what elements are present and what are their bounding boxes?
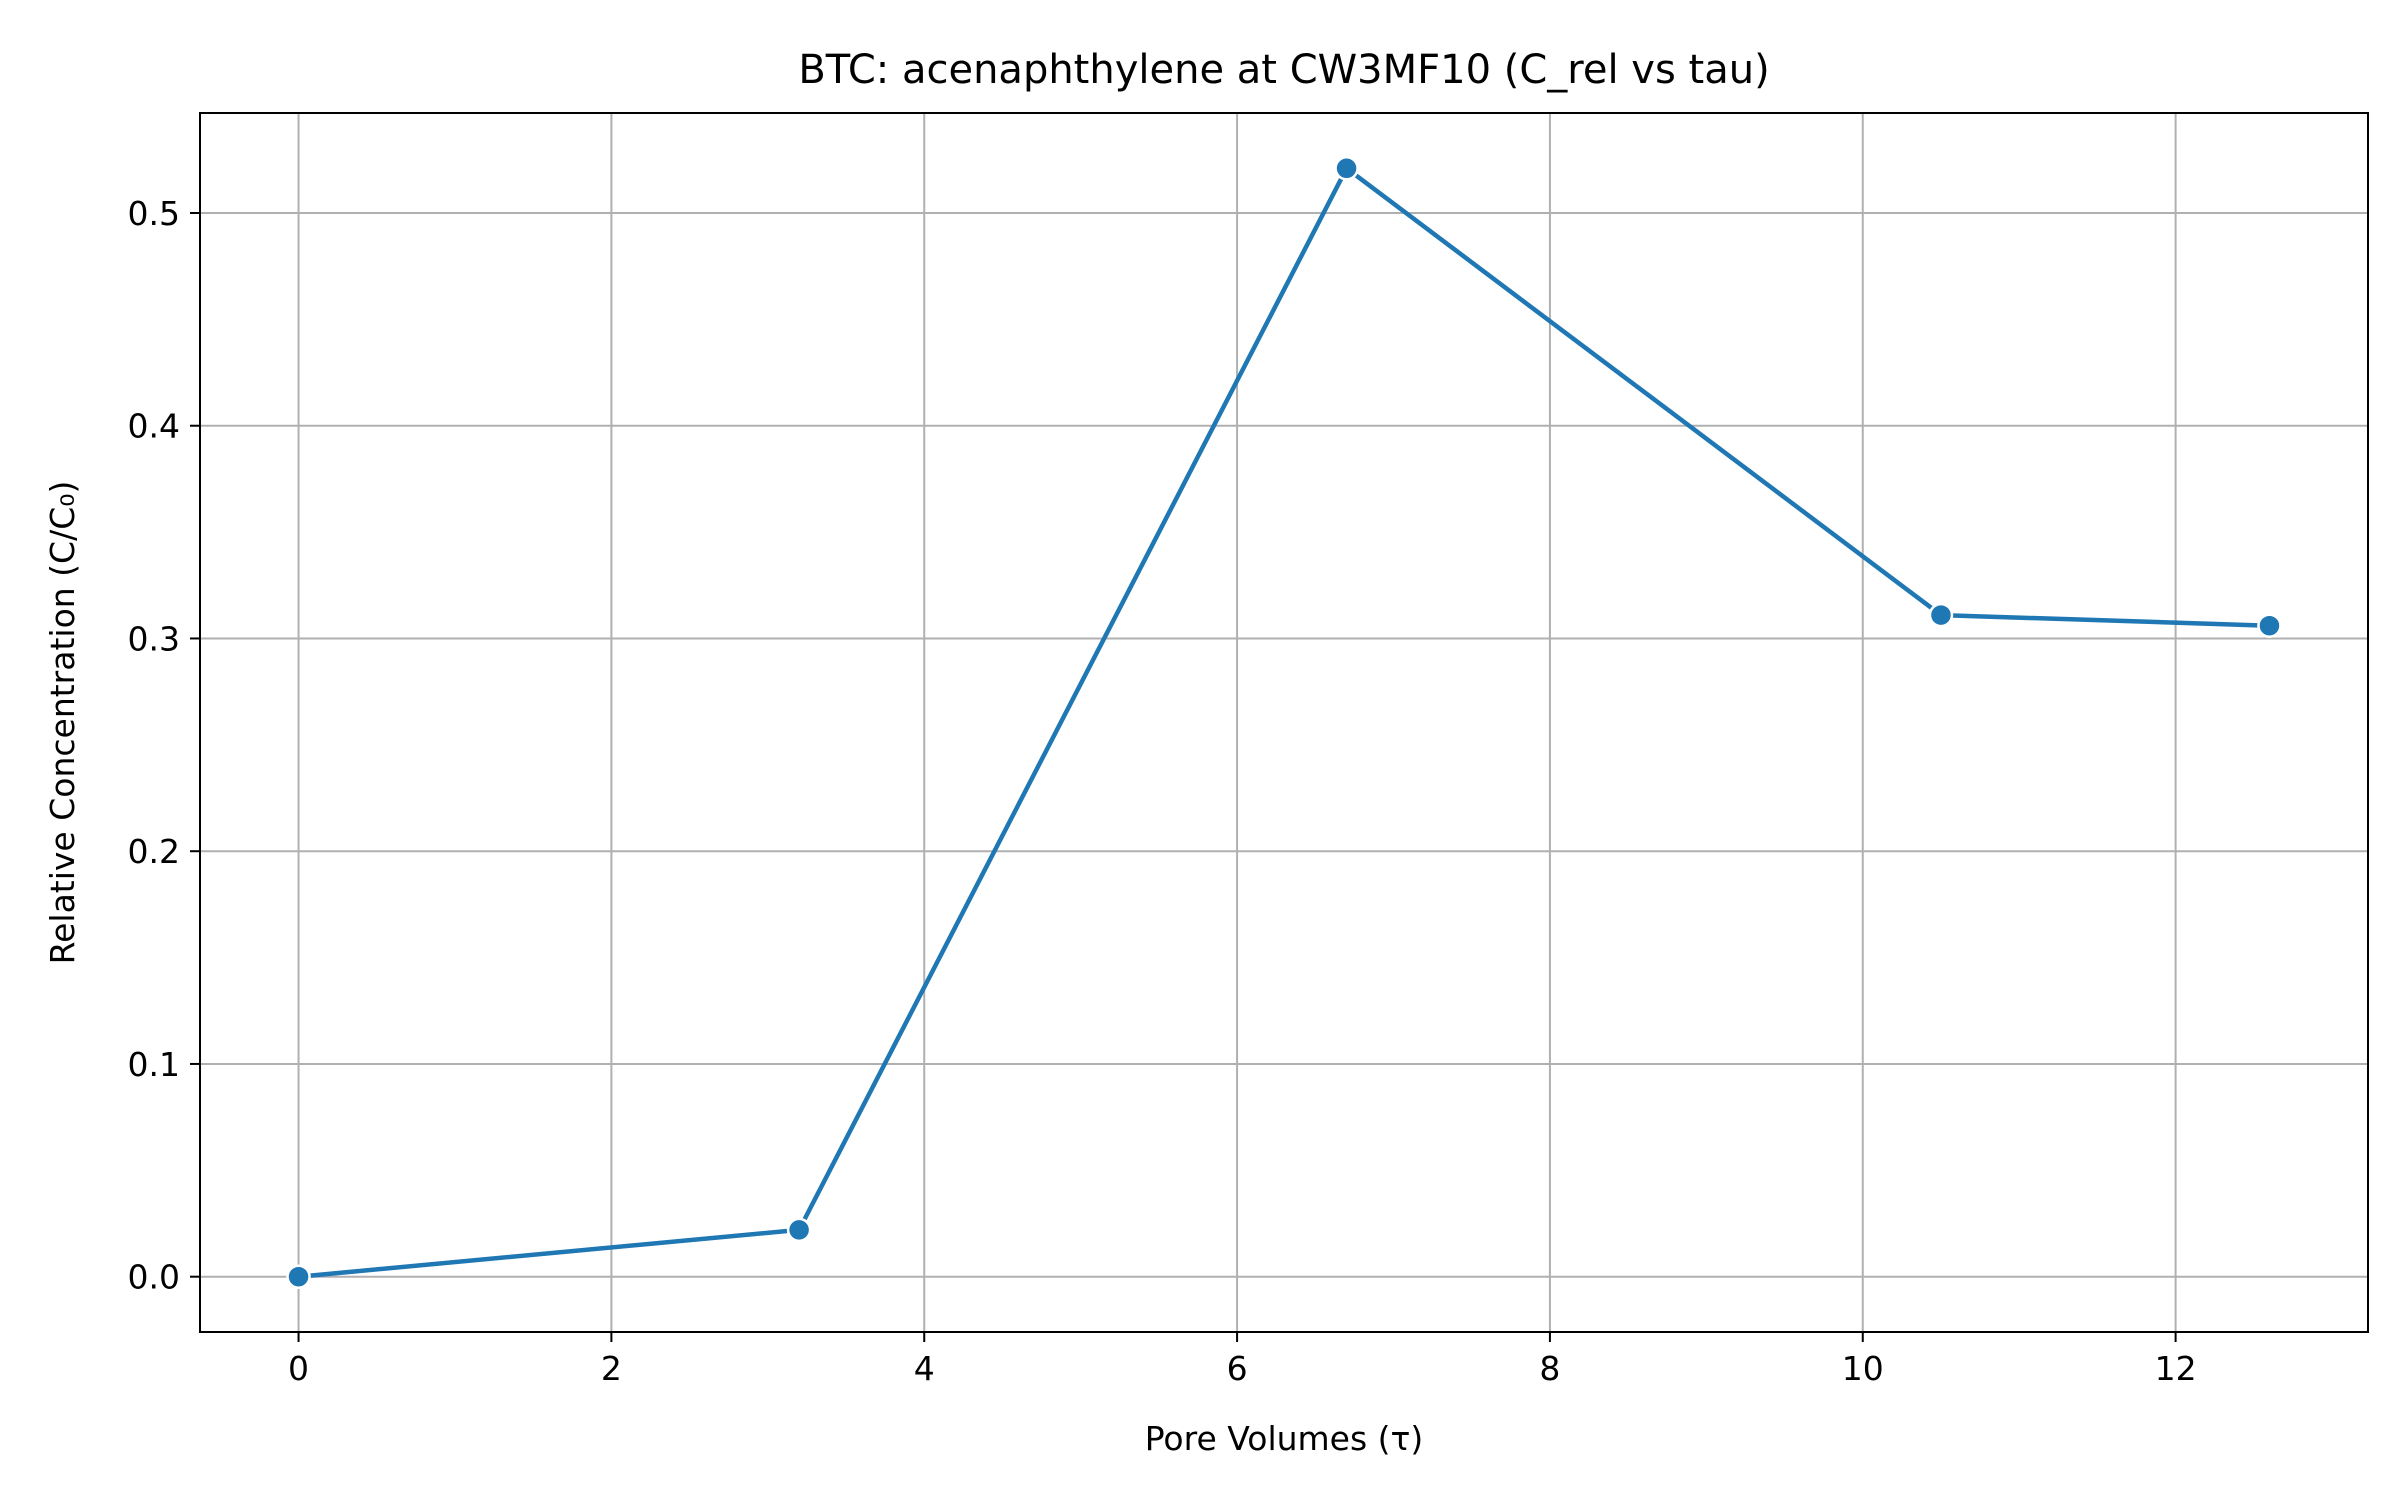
x-tick-label: 12 [2155, 1349, 2197, 1388]
y-axis: 0.0 0.1 0.2 0.3 0.4 0.5 [128, 194, 200, 1297]
x-tick-label: 8 [1539, 1349, 1560, 1388]
x-axis: 0 2 4 6 8 10 12 [288, 1332, 2197, 1388]
y-tick-label: 0.4 [128, 407, 180, 446]
data-point [786, 1217, 812, 1243]
y-tick-label: 0.2 [128, 832, 180, 871]
x-tick-label: 10 [1842, 1349, 1884, 1388]
data-point [1928, 602, 1954, 628]
data-point [2257, 613, 2282, 638]
data-point [286, 1264, 311, 1289]
plot-frame [199, 112, 2369, 1333]
y-tick-label: 0.3 [128, 619, 180, 658]
y-tick-label: 0.5 [128, 194, 180, 233]
y-tick-label: 0.1 [128, 1045, 180, 1084]
x-tick-label: 2 [601, 1349, 622, 1388]
y-axis-title: Relative Concentration (C/C₀) [43, 481, 82, 965]
y-tick-label: 0.0 [128, 1258, 180, 1297]
x-tick-label: 0 [288, 1349, 309, 1388]
x-tick-label: 6 [1227, 1349, 1248, 1388]
x-axis-title: Pore Volumes (τ) [1145, 1419, 1424, 1458]
data-point [1334, 156, 1359, 181]
chart-title: BTC: acenaphthylene at CW3MF10 (C_rel vs… [798, 47, 1769, 93]
x-tick-label: 4 [914, 1349, 935, 1388]
series-layer [286, 156, 2282, 1289]
grid [200, 113, 2368, 1332]
